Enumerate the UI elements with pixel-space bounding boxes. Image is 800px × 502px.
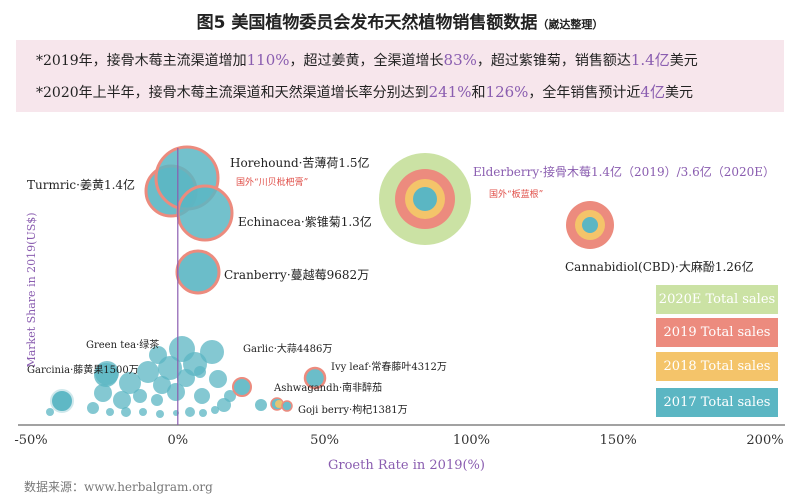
title-note: （崴达整理） — [537, 18, 604, 31]
small-bubble — [199, 409, 207, 417]
x-axis-label: Groeth Rate in 2019(%) — [328, 458, 485, 473]
bubble-label: Echinacea·紫锥菊1.3亿 — [238, 214, 372, 229]
bubble-label: Ivy leaf·常春藤叶4312万 — [331, 360, 447, 373]
x-tick-label: -50% — [14, 433, 47, 448]
small-bubble — [151, 394, 163, 406]
page-title: 图5 美国植物委员会发布天然植物销售额数据（崴达整理） — [0, 8, 800, 33]
small-bubble — [137, 361, 159, 383]
legend-2018: 2018 Total sales — [656, 352, 778, 381]
garcinia-bubble-2 — [94, 363, 118, 387]
banner2-part-6: 美元 — [664, 85, 693, 101]
banner2-part-2: 和 — [471, 85, 486, 101]
x-tick-label: 50% — [310, 433, 339, 448]
bubble-label: Garcinia·藤黄果1500万 — [27, 363, 139, 376]
small-bubble — [139, 408, 147, 416]
small-bubble — [153, 376, 171, 394]
x-tick-label: 0% — [167, 433, 188, 448]
goji-inner — [275, 400, 283, 408]
small-bubble — [167, 383, 185, 401]
x-tick-label: 200% — [746, 433, 783, 448]
banner2-part-0: *2020年上半年，接骨木莓主流渠道和天然渠道增长率分别达到 — [36, 85, 429, 101]
summary-banner: *2019年，接骨木莓主流渠道增加110%，超过姜黄，全渠道增长83%，超过紫锥… — [16, 40, 784, 112]
bubble-label: Garlic·大蒜4486万 — [243, 342, 332, 355]
bubble-label: 国外“川贝枇杷膏” — [236, 176, 308, 188]
small-bubble — [200, 340, 224, 364]
bubble-label: Cranberry·蔓越莓9682万 — [224, 268, 369, 282]
banner1-part-6: 美元 — [669, 53, 698, 69]
title-text: 图5 美国植物委员会发布天然植物销售额数据 — [196, 13, 538, 33]
source-note: 数据来源：www.herbalgram.org — [24, 480, 213, 494]
bubble-label: Turmric·姜黄1.4亿 — [27, 177, 135, 192]
bubble-label: Cannabidiol(CBD)·大麻酚1.26亿 — [565, 259, 754, 274]
banner-line-2020: *2020年上半年，接骨木莓主流渠道和天然渠道增长率分别达到241%和126%，… — [36, 81, 693, 102]
banner1-part-4: ，超过紫锥菊，销售额达 — [476, 53, 631, 69]
small-bubble — [94, 384, 112, 402]
small-bubble — [217, 398, 231, 412]
x-tick-label: 100% — [453, 433, 490, 448]
banner1-part-0: *2019年，接骨木莓主流渠道增加 — [36, 53, 247, 69]
small-bubble — [106, 408, 114, 416]
small-bubble — [211, 406, 219, 414]
small-bubble — [185, 407, 195, 417]
bubble-label: Goji berry·枸杞1381万 — [298, 403, 408, 416]
x-tick-label: 150% — [600, 433, 637, 448]
banner1-part-3: 83% — [443, 51, 477, 69]
bubble-label: Green tea·绿茶 — [86, 338, 159, 351]
cranberry-bubble — [175, 249, 221, 295]
small-bubble — [194, 366, 206, 378]
ashwa-small-bubble — [255, 399, 267, 411]
ashwagandha-bubble — [232, 377, 252, 397]
legend-2020e: 2020E Total sales — [656, 285, 778, 314]
ivy-leaf-bubble — [303, 366, 327, 390]
banner2-part-3: 126% — [485, 83, 529, 101]
banner2-part-1: 241% — [428, 83, 472, 101]
bubble-label: Elderberry·接骨木莓1.4亿（2019）/3.6亿（2020E） — [473, 164, 775, 179]
legend-2019: 2019 Total sales — [656, 318, 778, 347]
legend-2017: 2017 Total sales — [656, 388, 778, 417]
small-bubble — [119, 372, 141, 394]
small-bubble — [209, 370, 227, 388]
small-bubble — [113, 391, 131, 409]
banner1-part-1: 110% — [246, 51, 290, 69]
cbd-2017-ring — [582, 217, 598, 233]
elderberry-2017-ring — [413, 187, 437, 211]
small-bubble — [46, 408, 54, 416]
banner-line-2019: *2019年，接骨木莓主流渠道增加110%，超过姜黄，全渠道增长83%，超过紫锥… — [36, 49, 698, 70]
bubble-label: 国外“板蓝根” — [489, 188, 543, 200]
small-bubble — [194, 388, 210, 404]
banner2-part-5: 4亿 — [640, 83, 665, 101]
bubble-label: Horehound·苦薄荷1.5亿 — [230, 155, 370, 170]
banner2-part-4: ，全年销售预计近 — [528, 85, 641, 101]
small-bubble — [133, 389, 147, 403]
bubble-label: Ashwagandh·南非醉茄 — [273, 381, 382, 394]
banner1-part-2: ，超过姜黄，全渠道增长 — [289, 53, 444, 69]
goji-bubble-2 — [281, 400, 293, 412]
small-bubble — [121, 407, 131, 417]
small-bubble — [156, 410, 164, 418]
echinacea-bubble — [176, 184, 234, 242]
y-axis-label: Market Share in 2019(US$) — [25, 212, 38, 367]
small-bubble — [224, 390, 236, 402]
small-bubble — [87, 402, 99, 414]
garcinia-bubble — [50, 389, 74, 413]
banner1-part-5: 1.4亿 — [630, 51, 670, 69]
small-bubble — [158, 356, 182, 380]
small-bubble — [149, 346, 167, 364]
